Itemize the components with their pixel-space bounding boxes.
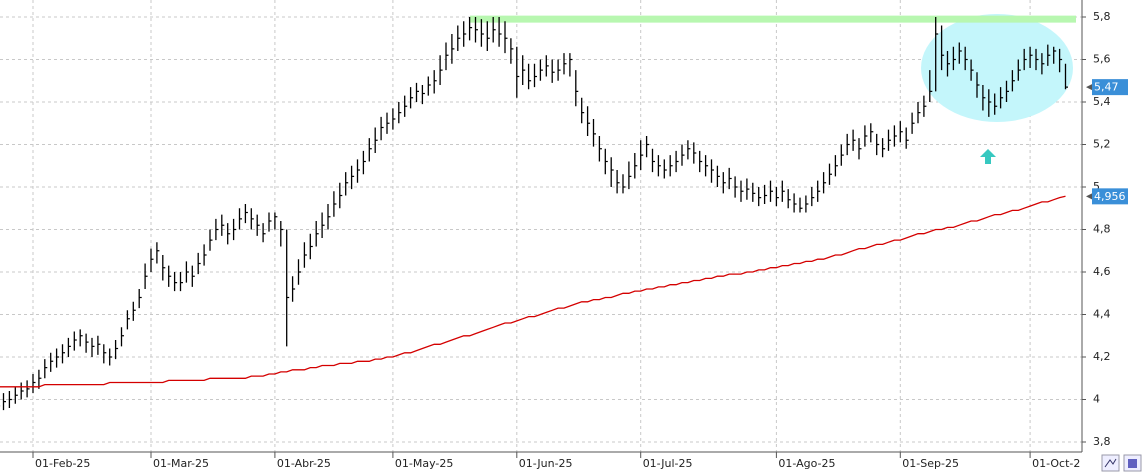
- plot: [0, 15, 1076, 411]
- y-tick-label: 4,2: [1093, 350, 1111, 363]
- y-tick-label: 4,8: [1093, 223, 1111, 236]
- x-tick-label: 01-Feb-25: [35, 457, 90, 470]
- y-tick-label: 5,8: [1093, 10, 1111, 23]
- x-tick-label: 01-Jun-25: [519, 457, 573, 470]
- x-tick-label: 01-Oct-2: [1032, 457, 1080, 470]
- last-value-box: [1092, 188, 1128, 205]
- x-tick-label: 01-Abr-25: [277, 457, 331, 470]
- x-tick-label: 01-Ago-25: [778, 457, 835, 470]
- save-icon: [1128, 459, 1137, 468]
- moving-average: [0, 195, 1066, 388]
- y-tick-label: 3,8: [1093, 435, 1111, 448]
- last-value-pointer: [1086, 193, 1092, 200]
- x-tick-label: 01-Mar-25: [153, 457, 209, 470]
- last-value-label: 5,47: [1094, 81, 1119, 94]
- arrow-up: [980, 149, 996, 164]
- last-value-pointer: [1086, 84, 1092, 91]
- axes: 3,8 4 4,2 4,4 4,6 4,8 5 5,2 5,4 5,6 5,8 01-Feb-25 01…: [32, 10, 1128, 470]
- last-value-box: [1092, 79, 1128, 96]
- zoom-icon: [1104, 458, 1117, 468]
- x-tick-label: 01-Sep-25: [902, 457, 959, 470]
- last-value-label: 4,956: [1094, 190, 1126, 203]
- y-tick-label: 4,6: [1093, 265, 1111, 278]
- y-tick-label: 4,4: [1093, 308, 1111, 321]
- zoom-button[interactable]: [1101, 454, 1120, 472]
- y-tick-label: 5,4: [1093, 95, 1111, 108]
- x-tick-label: 01-May-25: [395, 457, 453, 470]
- x-tick-label: 01-Jul-25: [643, 457, 693, 470]
- highlight-ellipse: [921, 14, 1073, 122]
- y-tick-label: 5: [1093, 180, 1100, 193]
- y-tick-label: 4: [1093, 393, 1100, 406]
- y-tick-label: 5,6: [1093, 53, 1111, 66]
- y-tick-label: 5,2: [1093, 138, 1111, 151]
